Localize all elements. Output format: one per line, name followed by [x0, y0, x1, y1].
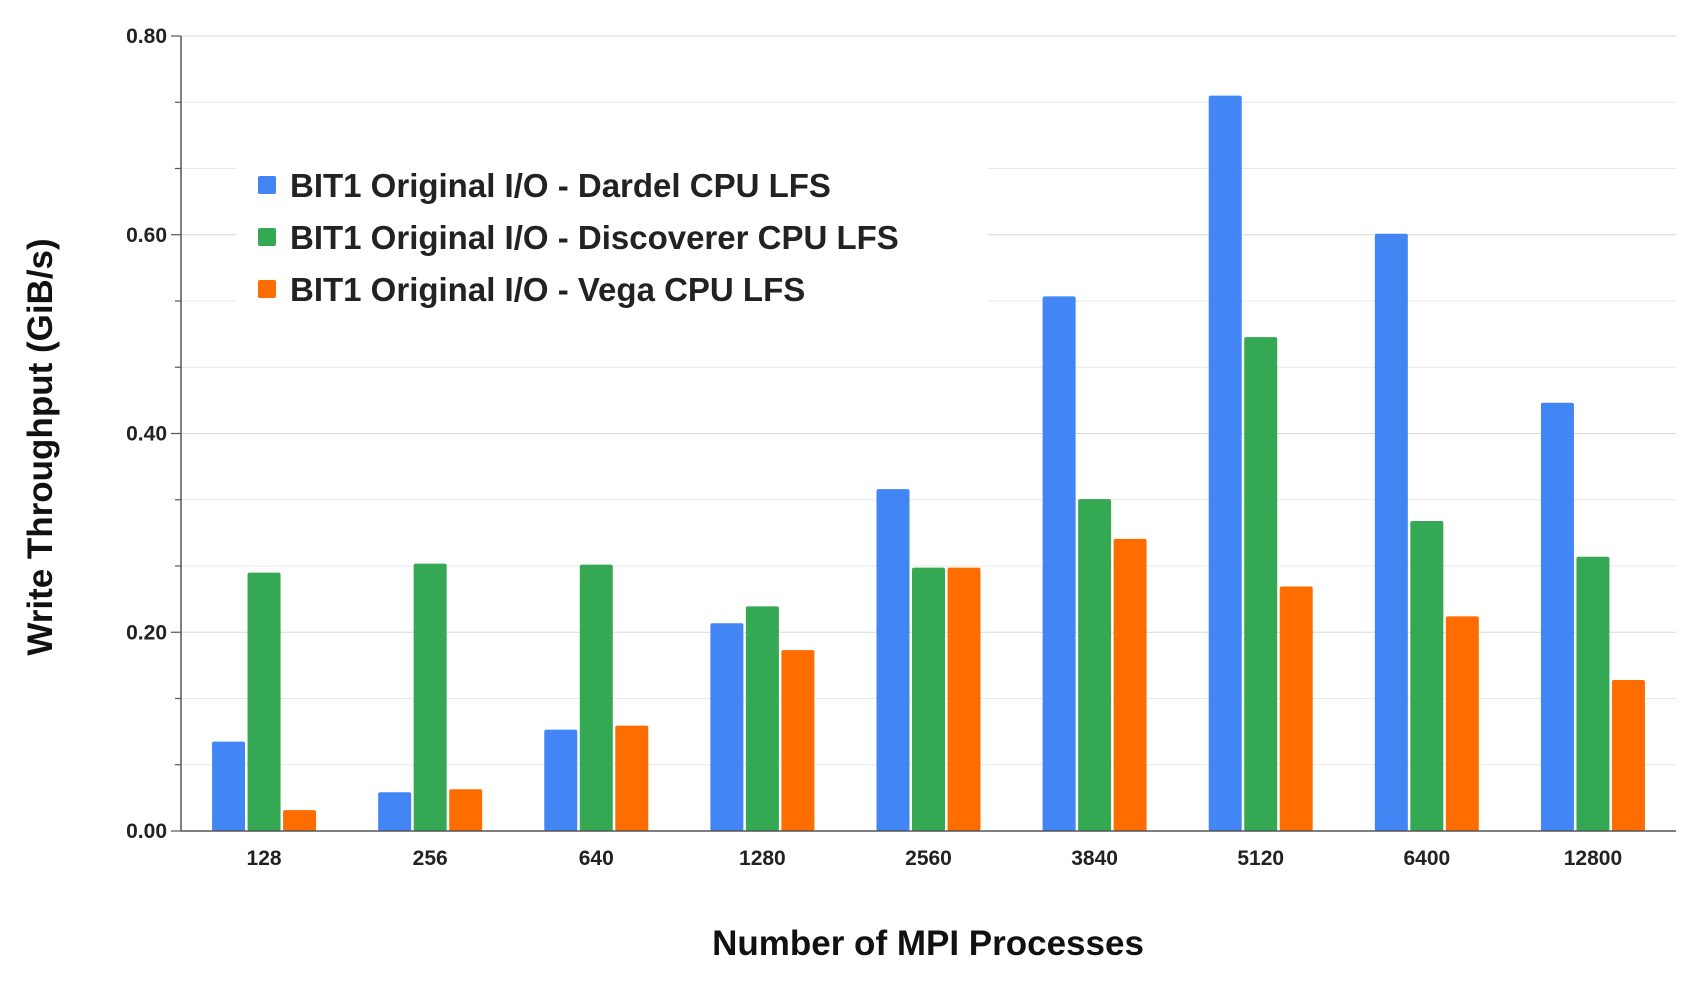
y-tick-label: 0.00 [126, 820, 167, 843]
bar-1-1280 [710, 623, 744, 831]
bar-2-12800 [1576, 556, 1610, 831]
bar-2-2560 [912, 567, 945, 831]
bar-1-128 [212, 741, 246, 831]
legend-swatch [258, 280, 276, 298]
bar-3-256 [449, 789, 483, 831]
legend-entry: BIT1 Original I/O - Dardel CPU LFS [290, 167, 831, 204]
bar-2-6400 [1410, 520, 1444, 831]
y-tick-label: 0.20 [126, 621, 167, 644]
y-tick-label: 0.40 [126, 423, 167, 446]
bar-1-6400 [1374, 233, 1408, 832]
legend-swatch [258, 228, 276, 246]
bar-1-2560 [876, 489, 910, 831]
x-tick-label: 12800 [1564, 847, 1622, 870]
bar-1-640 [544, 729, 578, 831]
bar-3-1280 [781, 650, 815, 831]
bar-1-12800 [1540, 402, 1574, 831]
x-tick-label: 128 [247, 847, 282, 870]
bar-1-256 [378, 792, 412, 831]
y-tick-label: 0.80 [126, 25, 167, 48]
legend-swatch [258, 176, 276, 194]
bar-2-128 [247, 572, 281, 831]
y-tick-label: 0.60 [126, 224, 167, 247]
legend: BIT1 Original I/O - Dardel CPU LFS BIT1 O… [236, 160, 988, 312]
bar-2-640 [579, 564, 613, 831]
bars [212, 95, 1645, 832]
x-axis-title: Number of MPI Processes [712, 924, 1144, 963]
bar-3-6400 [1445, 616, 1479, 831]
bar-2-1280 [745, 606, 779, 831]
y-axis-title: Write Throughput (GiB/s) [21, 238, 60, 655]
bar-3-640 [615, 725, 649, 831]
bar-3-12800 [1611, 679, 1645, 831]
x-tick-label: 640 [579, 847, 614, 870]
axes [171, 35, 1676, 832]
x-tick-label: 256 [413, 847, 448, 870]
bar-2-256 [413, 563, 447, 831]
bar-1-5120 [1208, 95, 1242, 831]
bar-1-3840 [1042, 296, 1076, 831]
legend-entry: BIT1 Original I/O - Vega CPU LFS [290, 271, 805, 308]
bar-2-3840 [1078, 499, 1112, 831]
bar-3-5120 [1279, 586, 1313, 831]
legend-entry: BIT1 Original I/O - Discoverer CPU LFS [290, 219, 899, 256]
x-tick-labels: 128 256 640 1280 2560 3840 5120 6400 12800 [247, 847, 1623, 870]
x-tick-label: 2560 [905, 847, 952, 870]
bar-2-5120 [1244, 337, 1278, 831]
bar-3-128 [283, 810, 317, 831]
bar-3-2560 [947, 567, 981, 831]
x-tick-label: 3840 [1071, 847, 1118, 870]
y-tick-labels: 0.00 0.20 0.40 0.60 0.80 [126, 25, 167, 843]
x-tick-label: 6400 [1403, 847, 1450, 870]
bar-3-3840 [1113, 538, 1147, 831]
x-tick-label: 5120 [1237, 847, 1284, 870]
legend-background [236, 160, 988, 312]
x-tick-label: 1280 [739, 847, 786, 870]
